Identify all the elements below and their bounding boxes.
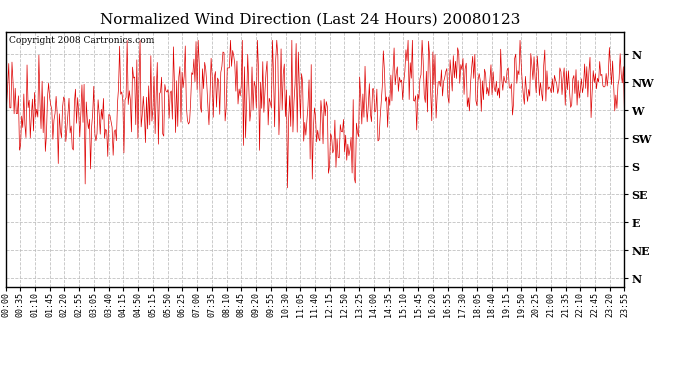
Text: Copyright 2008 Cartronics.com: Copyright 2008 Cartronics.com	[8, 36, 154, 45]
Text: Normalized Wind Direction (Last 24 Hours) 20080123: Normalized Wind Direction (Last 24 Hours…	[100, 13, 521, 27]
